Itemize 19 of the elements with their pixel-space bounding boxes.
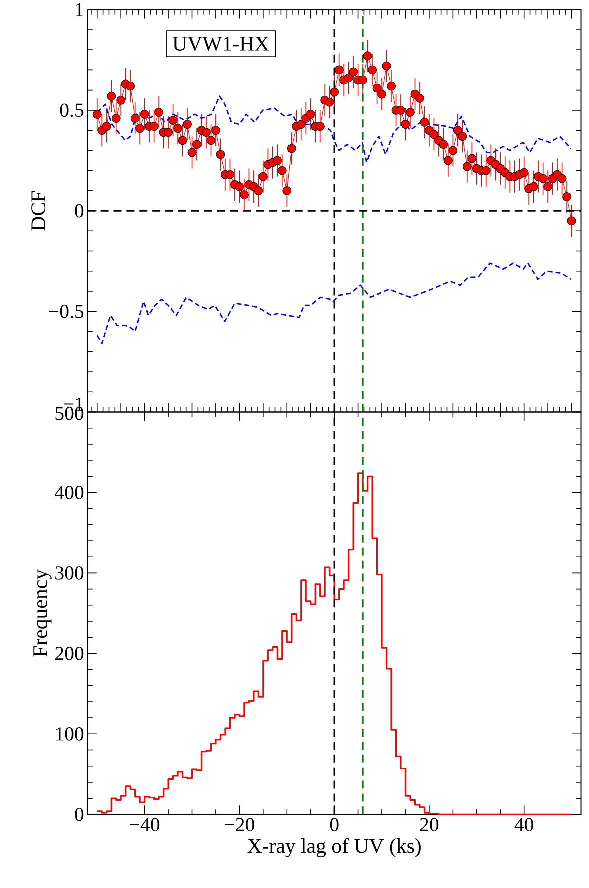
y-tick-label: 300: [55, 566, 84, 580]
x-tick-label: 20: [420, 818, 439, 832]
y-tick-label: 0: [75, 204, 84, 218]
y-tick-label: 1: [76, 3, 84, 16]
y-tick-label: 400: [54, 486, 84, 500]
y-tick-label: 100: [56, 727, 84, 741]
x-tick-label: 40: [514, 818, 534, 832]
y-tick-label: 200: [55, 646, 84, 660]
y-axis-title: DCF: [31, 192, 46, 231]
x-tick-label: −20: [225, 818, 254, 832]
line-series: [96, 262, 572, 345]
y-tick-label: −0.5: [49, 304, 84, 318]
y-axis-title: Frequency: [34, 570, 52, 657]
x-tick-label: −40: [130, 818, 160, 832]
y-tick-label: 0.5: [60, 104, 84, 118]
x-tick-label: 0: [330, 818, 339, 832]
annotation: UVW1-HX: [172, 37, 270, 52]
y-tick-label: 0: [75, 808, 84, 822]
x-axis-title: X-ray lag of UV (ks): [248, 838, 421, 858]
